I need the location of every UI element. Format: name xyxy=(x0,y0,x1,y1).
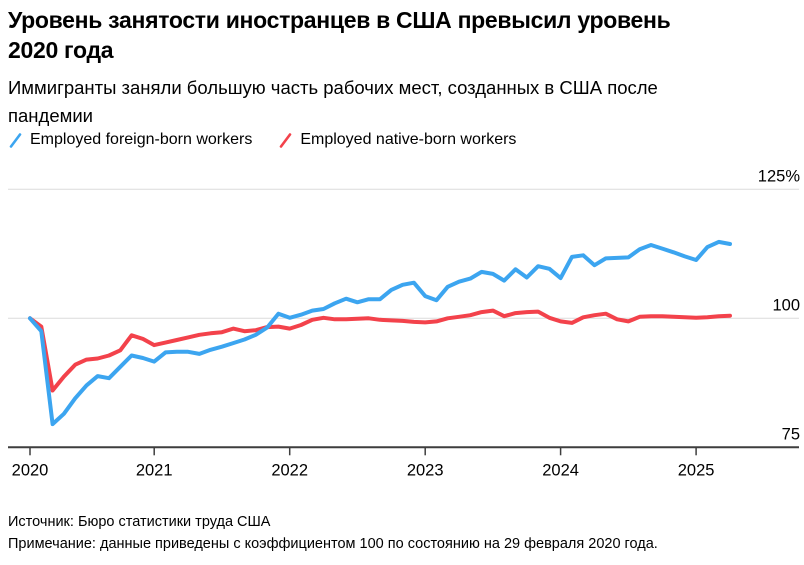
series-line-native-born xyxy=(28,308,732,393)
legend-slash-icon xyxy=(280,132,292,148)
x-axis-label: 2023 xyxy=(407,461,444,479)
legend-slash-icon-stroke xyxy=(9,132,22,148)
x-axis-label: 2025 xyxy=(678,461,715,479)
footnote: Примечание: данные приведены с коэффицие… xyxy=(8,536,658,552)
source-note: Источник: Бюро статистики труда США xyxy=(8,514,271,530)
chart-title: Уровень занятости иностранцев в США прев… xyxy=(8,5,800,65)
series-line-foreign-born xyxy=(28,239,732,427)
chart-subtitle: Иммигранты заняли большую часть рабочих … xyxy=(8,74,800,130)
chart-subtitle-line-2: пандемии xyxy=(8,105,93,126)
legend-item-foreign-born: Employed foreign-born workers xyxy=(8,131,252,149)
x-axis-label: 2020 xyxy=(12,461,49,479)
x-axis-label: 2022 xyxy=(271,461,308,479)
legend-slash-icon xyxy=(9,132,22,148)
legend-label-native-born: Employed native-born workers xyxy=(300,131,517,148)
legend: Employed foreign-born workers Employed n… xyxy=(8,131,516,149)
legend-label-foreign-born: Employed foreign-born workers xyxy=(30,131,253,148)
chart-title-line-1: Уровень занятости иностранцев в США прев… xyxy=(8,7,671,33)
chart-footer: Источник: Бюро статистики труда США Прим… xyxy=(8,511,800,555)
y-axis-label: 125% xyxy=(758,167,801,185)
legend-slash-icon-stroke xyxy=(280,132,292,148)
legend-item-native-born: Employed native-born workers xyxy=(278,131,516,149)
chart-subtitle-line-1: Иммигранты заняли большую часть рабочих … xyxy=(8,77,658,98)
x-axis-label: 2021 xyxy=(136,461,173,479)
line-chart-canvas: 2020 2021 2022 2023 2024 2025 75 100 125% xyxy=(8,167,801,479)
chart-title-line-2: 2020 года xyxy=(8,37,114,63)
x-axis-label: 2024 xyxy=(542,461,579,479)
y-axis-label: 100 xyxy=(772,296,800,314)
y-axis-label: 75 xyxy=(782,425,800,443)
